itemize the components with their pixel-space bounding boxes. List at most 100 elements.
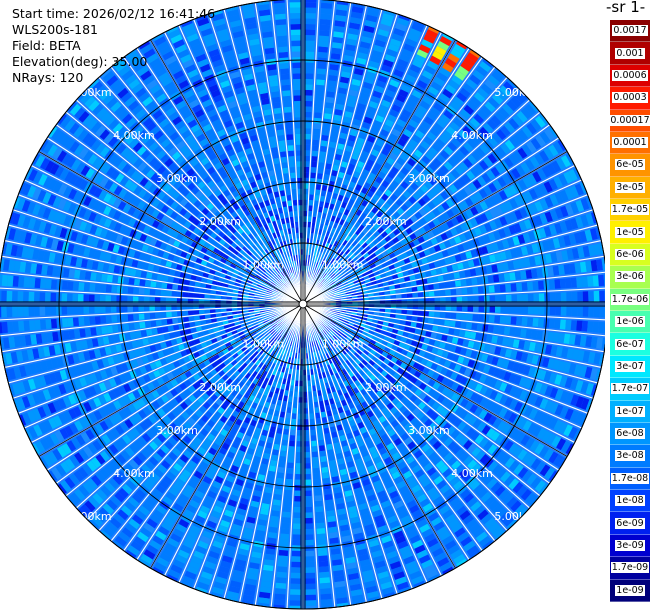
range-gate [424,65,436,75]
range-gate [462,305,468,312]
range-gate [360,249,367,256]
range-gate [510,350,518,360]
range-gate [467,340,475,349]
range-gate [342,233,348,240]
range-gate [305,35,315,41]
range-gate [327,262,332,269]
range-gate [406,293,413,298]
range-gate [573,429,581,441]
range-gate [506,79,517,89]
range-gate [303,397,308,403]
range-gate [549,402,559,414]
range-gate [315,511,324,518]
range-gate [527,422,537,434]
range-gate [534,255,542,266]
range-gate [439,134,449,144]
range-gate [483,314,490,323]
range-gate [593,306,600,318]
range-gate [486,119,498,130]
range-gate [344,248,351,255]
range-gate [401,230,409,238]
range-gate [144,321,151,328]
range-gate [209,304,216,309]
range-gate [473,296,479,303]
range-gate [330,215,336,222]
range-gate [479,160,489,171]
range-gate [361,36,372,44]
range-gate [488,182,497,193]
range-gate [451,206,460,215]
range-gate [456,92,468,103]
range-gate [455,225,463,234]
range-gate [442,274,450,281]
range-gate [305,567,315,573]
range-gate [520,352,529,362]
range-gate [343,209,350,216]
range-gate [389,285,396,290]
range-gate [83,294,90,303]
range-gate [485,334,493,343]
range-gate [338,318,344,322]
range-gate [319,577,331,584]
range-gate [355,108,365,116]
range-gate [381,64,392,73]
range-gate [297,413,303,420]
range-gate [405,263,413,270]
range-gate [399,114,409,123]
range-gate [377,348,384,355]
range-gate [274,588,286,595]
range-gate [344,317,350,322]
range-gate [439,259,446,266]
range-gate [514,196,523,207]
range-gate [532,425,542,437]
range-gate [526,244,534,255]
range-gate [315,90,324,97]
range-gate [527,293,534,303]
range-gate [535,461,546,474]
range-gate [88,305,95,314]
range-gate [564,219,573,231]
range-gate [407,333,415,339]
range-gate [569,185,579,198]
range-gate [318,560,329,567]
range-gate [500,305,507,313]
range-gate [78,317,85,326]
range-gate [305,24,316,30]
range-gate [575,216,584,228]
range-gate [544,467,555,480]
range-gate [494,315,501,324]
range-gate [421,70,433,80]
range-gate [524,219,533,230]
range-gate [496,241,505,250]
range-gate [407,158,416,167]
range-gate [532,281,539,291]
range-gate [498,326,505,335]
range-gate [437,394,445,403]
range-gate [308,249,312,256]
range-gate [34,306,40,316]
range-gate [308,402,314,409]
range-gate [304,100,312,107]
range-gate [423,376,431,384]
range-gate [588,306,594,317]
range-gate [508,373,517,383]
range-gate [150,320,157,327]
range-gate [446,209,455,218]
range-gate [311,261,314,267]
range-gate [376,157,385,166]
range-gate [310,429,316,436]
range-gate [303,408,308,414]
range-gate [305,578,316,584]
range-gate [449,256,457,263]
range-gate [392,147,401,156]
range-gate [459,146,470,156]
range-gate [391,128,401,137]
range-gate [559,406,569,419]
range-gate [542,357,550,368]
range-gate [516,282,523,292]
range-gate [451,264,459,271]
range-gate [386,198,394,206]
range-gate [343,221,349,228]
range-gate [338,171,345,179]
range-gate [389,109,399,118]
